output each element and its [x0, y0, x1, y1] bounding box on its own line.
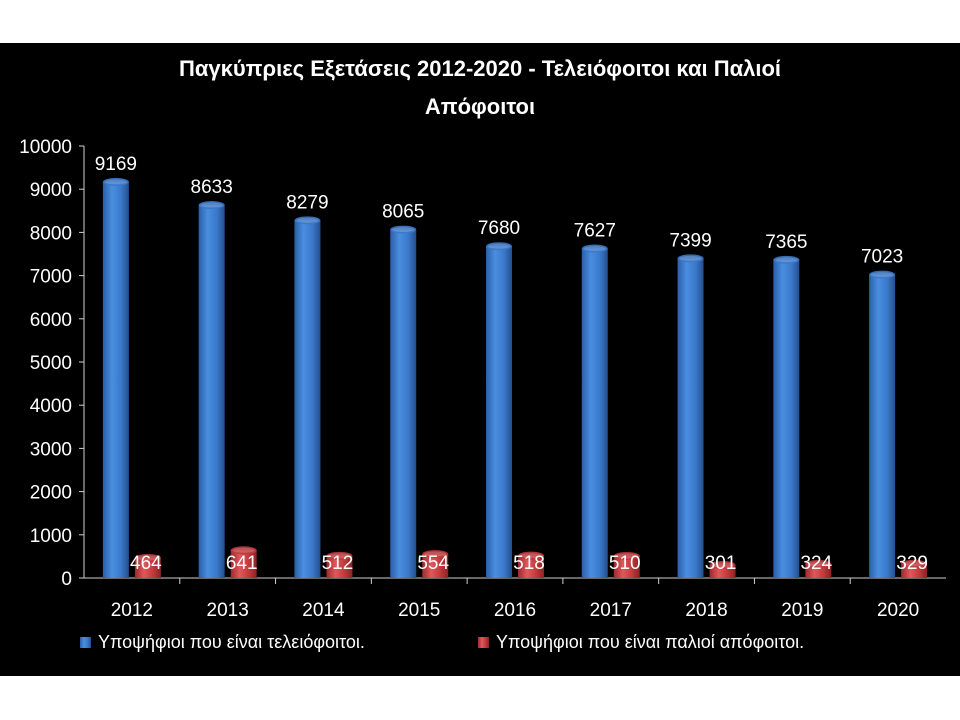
x-tick-label: 2017 [590, 600, 632, 621]
legend-swatch [80, 637, 91, 648]
y-tick-label: 7000 [30, 267, 72, 288]
y-tick-label: 8000 [30, 223, 72, 244]
y-tick-label: 6000 [30, 310, 72, 331]
x-tick-label: 2019 [781, 600, 823, 621]
data-label-seniors: 7399 [669, 230, 711, 251]
legend-swatch [478, 637, 489, 648]
x-tick-label: 2020 [877, 600, 919, 621]
chart-title-line-2: Απόφοιτοι [424, 94, 536, 119]
data-label-seniors: 7365 [765, 232, 807, 253]
data-label-seniors: 9169 [95, 154, 137, 175]
bar-seniors [390, 225, 417, 579]
bar-graduates [805, 560, 832, 578]
data-label-graduates: 510 [609, 553, 641, 574]
legend-item-seniors: Υποψήφιοι που είναι τελειόφοιτοι. [80, 632, 365, 652]
legend-label: Υποψήφιοι που είναι παλιοί απόφοιτοι. [496, 632, 804, 652]
y-tick-label: 5000 [30, 353, 72, 374]
bar-graduates [901, 559, 928, 578]
data-label-seniors: 8279 [286, 192, 328, 213]
data-label-seniors: 7627 [574, 221, 616, 242]
y-tick-label: 9000 [30, 180, 72, 201]
bar-graduates [518, 551, 544, 578]
bar-seniors [869, 270, 896, 578]
y-tick-label: 10000 [19, 137, 72, 158]
chart-title-line-1: Παγκύπριες Εξετάσεις 2012-2020 - Τελειόφ… [178, 56, 782, 81]
data-label-graduates: 641 [226, 553, 258, 574]
x-tick-label: 2018 [685, 600, 727, 621]
y-tick-label: 3000 [30, 439, 72, 460]
x-tick-label: 2016 [494, 600, 536, 621]
bar-graduates [422, 550, 449, 578]
bar-seniors [198, 201, 225, 579]
y-tick-label: 0 [61, 569, 72, 590]
bar-graduates [326, 551, 353, 578]
y-tick-label: 1000 [30, 526, 72, 547]
x-tick-label: 2012 [111, 600, 153, 621]
data-label-seniors: 7023 [861, 247, 903, 268]
x-tick-label: 2015 [398, 600, 440, 621]
data-label-graduates: 518 [513, 553, 545, 574]
data-label-seniors: 8065 [382, 202, 424, 223]
bar-seniors [677, 254, 704, 578]
x-tick-label: 2013 [207, 600, 249, 621]
legend-label: Υποψήφιοι που είναι τελειόφοιτοι. [98, 632, 365, 652]
bar-graduates [709, 560, 736, 578]
bar-graduates [134, 553, 161, 578]
data-label-graduates: 464 [130, 553, 162, 574]
data-label-seniors: 7680 [478, 218, 520, 239]
legend-item-graduates: Υποψήφιοι που είναι παλιοί απόφοιτοι. [478, 632, 804, 652]
bar-seniors [102, 177, 129, 578]
bar-seniors [294, 216, 321, 578]
y-tick-label: 4000 [30, 396, 72, 417]
bar-graduates [613, 551, 640, 578]
data-label-graduates: 301 [705, 553, 737, 574]
data-label-graduates: 554 [417, 553, 449, 574]
data-label-seniors: 8633 [191, 177, 233, 198]
data-label-graduates: 512 [322, 553, 354, 574]
bar-graduates [230, 546, 257, 578]
bar-seniors [486, 242, 512, 578]
y-tick-label: 2000 [30, 483, 72, 504]
x-tick-label: 2014 [302, 600, 345, 621]
data-label-graduates: 329 [896, 553, 928, 574]
bar-seniors [581, 244, 608, 578]
data-label-graduates: 324 [800, 553, 832, 574]
bar-seniors [773, 255, 800, 578]
